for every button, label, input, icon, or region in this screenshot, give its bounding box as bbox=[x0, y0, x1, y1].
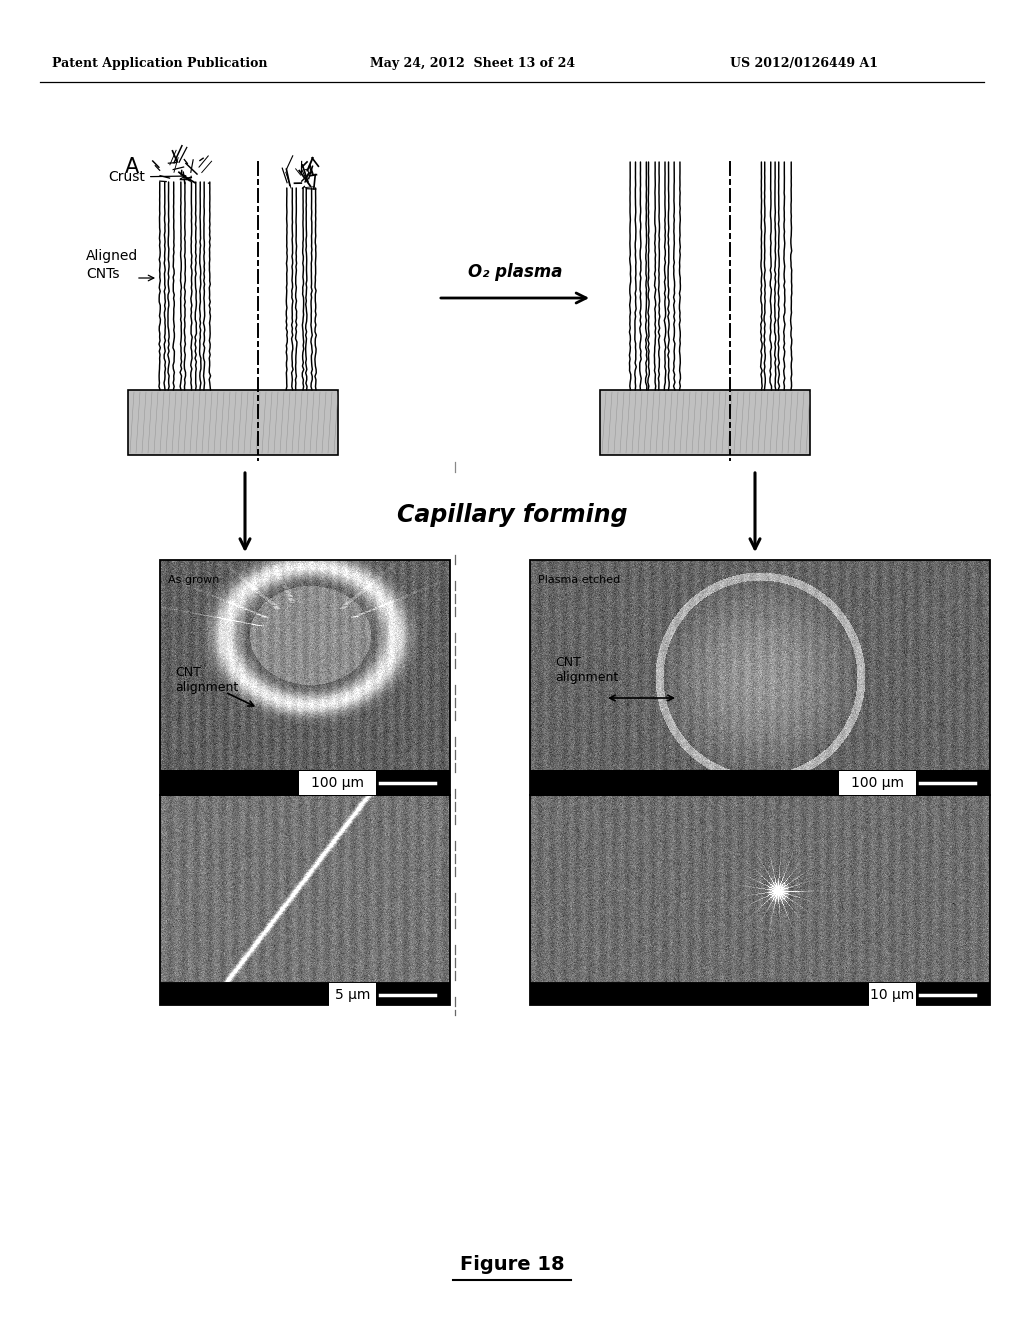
Text: C: C bbox=[534, 568, 549, 587]
Text: Crust: Crust bbox=[109, 170, 185, 183]
Text: B: B bbox=[165, 568, 182, 587]
Text: Plasma etched: Plasma etched bbox=[538, 576, 621, 585]
Text: CNT
alignment: CNT alignment bbox=[175, 667, 239, 694]
Text: Patent Application Publication: Patent Application Publication bbox=[52, 57, 267, 70]
Bar bbox=[530, 983, 990, 1005]
Text: 5 μm: 5 μm bbox=[336, 989, 370, 1002]
Text: May 24, 2012  Sheet 13 of 24: May 24, 2012 Sheet 13 of 24 bbox=[370, 57, 575, 70]
FancyBboxPatch shape bbox=[839, 771, 916, 795]
Bar bbox=[530, 795, 990, 1005]
Text: 100 μm: 100 μm bbox=[319, 776, 370, 789]
Text: CNT
alignment: CNT alignment bbox=[555, 656, 618, 684]
Text: A: A bbox=[125, 157, 139, 177]
FancyBboxPatch shape bbox=[869, 983, 916, 1007]
Bar bbox=[530, 771, 990, 795]
Text: As grown: As grown bbox=[168, 576, 219, 585]
FancyBboxPatch shape bbox=[600, 389, 810, 455]
Bar bbox=[160, 983, 450, 1005]
Bar bbox=[530, 560, 990, 795]
Text: Figure 18: Figure 18 bbox=[460, 1255, 564, 1275]
Text: 10 μm: 10 μm bbox=[870, 987, 914, 1002]
Bar bbox=[160, 795, 450, 1005]
FancyBboxPatch shape bbox=[329, 983, 376, 1007]
Text: 10 μm: 10 μm bbox=[867, 989, 910, 1002]
Text: 100 μm: 100 μm bbox=[311, 776, 364, 789]
Bar bbox=[160, 771, 450, 795]
FancyBboxPatch shape bbox=[128, 389, 338, 455]
Text: O₂ plasma: O₂ plasma bbox=[468, 263, 562, 281]
Bar bbox=[160, 560, 450, 795]
Text: 100 μm: 100 μm bbox=[851, 776, 904, 789]
Text: Capillary forming: Capillary forming bbox=[396, 503, 628, 527]
FancyBboxPatch shape bbox=[299, 771, 376, 795]
Text: 5 μm: 5 μm bbox=[335, 987, 371, 1002]
Text: Aligned
CNTs: Aligned CNTs bbox=[86, 249, 138, 281]
Text: 100 μm: 100 μm bbox=[859, 776, 910, 789]
Text: US 2012/0126449 A1: US 2012/0126449 A1 bbox=[730, 57, 878, 70]
